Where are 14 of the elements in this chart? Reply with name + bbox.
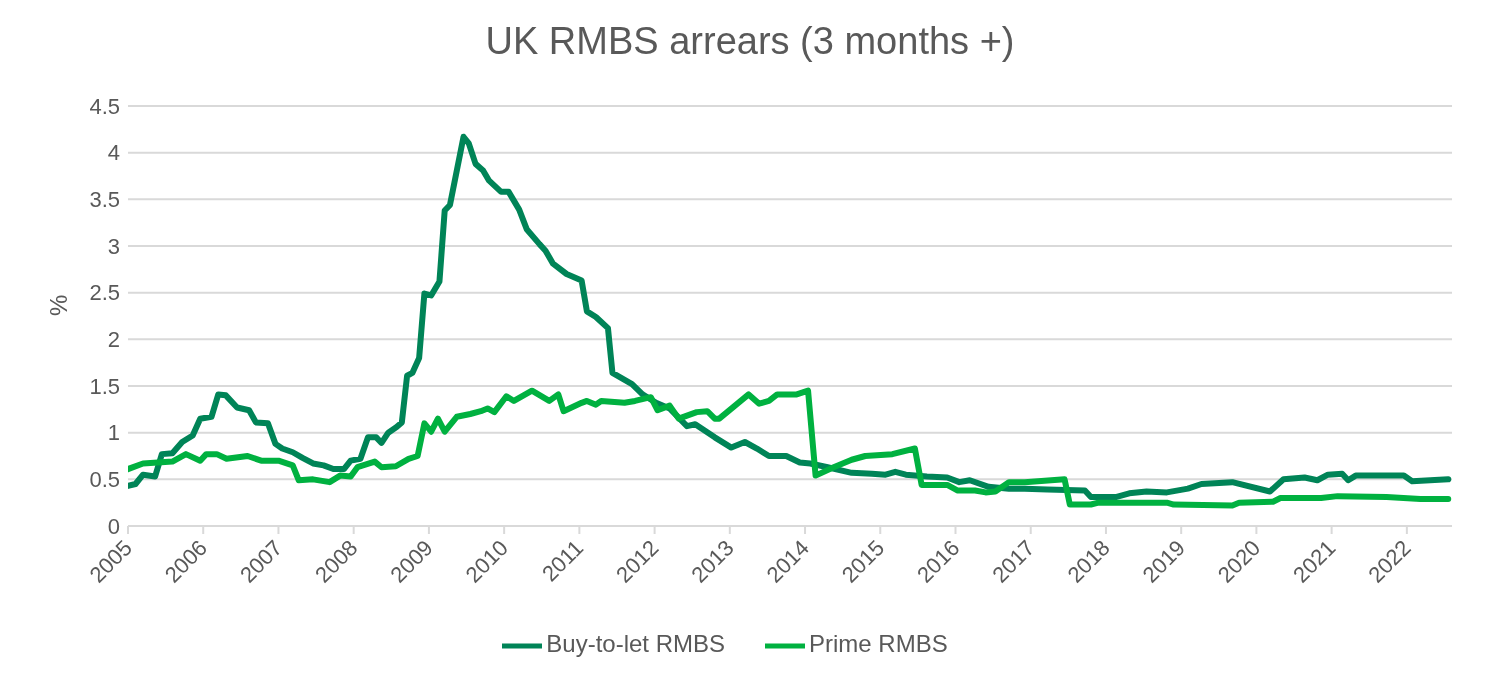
legend-label: Buy-to-let RMBS — [546, 630, 726, 658]
y-tick-label: 3 — [107, 233, 120, 259]
legend-label: Prime RMBS — [809, 630, 948, 658]
y-tick-label: 0.5 — [89, 467, 120, 493]
y-tick-label: 4 — [107, 140, 120, 166]
y-tick-label: 2.5 — [89, 280, 120, 306]
y-axis-title: % — [44, 294, 72, 316]
y-tick-label: 2 — [107, 327, 120, 353]
y-tick-label: 0 — [107, 513, 120, 539]
y-tick-label: 1 — [107, 420, 120, 446]
y-tick-label: 3.5 — [89, 187, 120, 213]
y-tick-label: 1.5 — [89, 373, 120, 399]
y-tick-label: 4.5 — [89, 93, 120, 119]
chart-title: UK RMBS arrears (3 months +) — [484, 19, 1016, 64]
